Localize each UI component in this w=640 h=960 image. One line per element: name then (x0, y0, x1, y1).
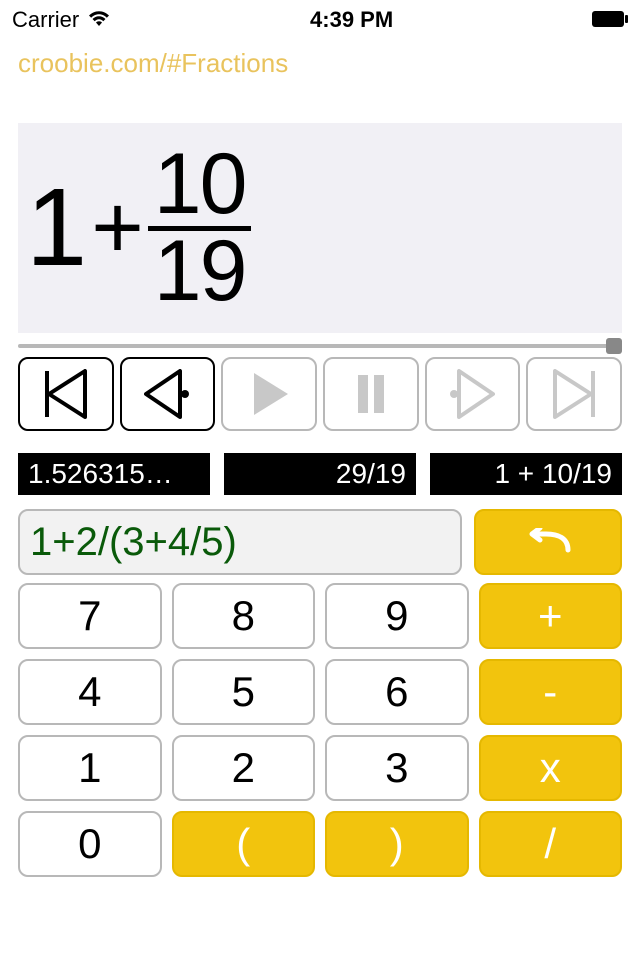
key-7[interactable]: 7 (18, 583, 162, 649)
battery-icon (592, 7, 628, 33)
keypad: 7 8 9 + 4 5 6 - 1 2 3 x 0 ( ) / (18, 583, 622, 877)
expression: 1 + 10 19 (26, 144, 251, 312)
wifi-icon (87, 7, 111, 33)
slider-thumb[interactable] (606, 338, 622, 354)
carrier-label: Carrier (12, 7, 79, 33)
play-button[interactable] (221, 357, 317, 431)
result-decimal[interactable]: 1.526315… (18, 453, 210, 495)
step-forward-button[interactable] (425, 357, 521, 431)
key-multiply[interactable]: x (479, 735, 623, 801)
transport-controls (18, 357, 622, 431)
status-left: Carrier (12, 7, 111, 33)
key-0[interactable]: 0 (18, 811, 162, 877)
key-9[interactable]: 9 (325, 583, 469, 649)
status-bar: Carrier 4:39 PM (0, 0, 640, 40)
key-2[interactable]: 2 (172, 735, 316, 801)
key-lparen[interactable]: ( (172, 811, 316, 877)
step-back-button[interactable] (120, 357, 216, 431)
status-right (592, 7, 628, 33)
key-rparen[interactable]: ) (325, 811, 469, 877)
operator: + (91, 183, 142, 273)
key-4[interactable]: 4 (18, 659, 162, 725)
key-6[interactable]: 6 (325, 659, 469, 725)
key-8[interactable]: 8 (172, 583, 316, 649)
key-minus[interactable]: - (479, 659, 623, 725)
fraction: 10 19 (148, 144, 252, 312)
result-mixed[interactable]: 1 + 10/19 (430, 453, 622, 495)
result-fraction[interactable]: 29/19 (224, 453, 416, 495)
key-plus[interactable]: + (479, 583, 623, 649)
skip-start-button[interactable] (18, 357, 114, 431)
numerator: 10 (148, 144, 252, 231)
expression-input[interactable]: 1+2/(3+4/5) (18, 509, 462, 575)
input-row: 1+2/(3+4/5) (18, 509, 622, 575)
key-1[interactable]: 1 (18, 735, 162, 801)
key-divide[interactable]: / (479, 811, 623, 877)
pause-button[interactable] (323, 357, 419, 431)
whole-part: 1 (26, 173, 85, 283)
slider-line (18, 344, 622, 348)
undo-button[interactable] (474, 509, 622, 575)
key-3[interactable]: 3 (325, 735, 469, 801)
status-time: 4:39 PM (310, 7, 393, 33)
progress-slider[interactable] (18, 337, 622, 355)
results-row: 1.526315… 29/19 1 + 10/19 (18, 453, 622, 495)
skip-end-button[interactable] (526, 357, 622, 431)
denominator: 19 (148, 231, 252, 313)
key-5[interactable]: 5 (172, 659, 316, 725)
expression-display: 1 + 10 19 (18, 123, 622, 333)
url-bar[interactable]: croobie.com/#Fractions (0, 40, 640, 85)
